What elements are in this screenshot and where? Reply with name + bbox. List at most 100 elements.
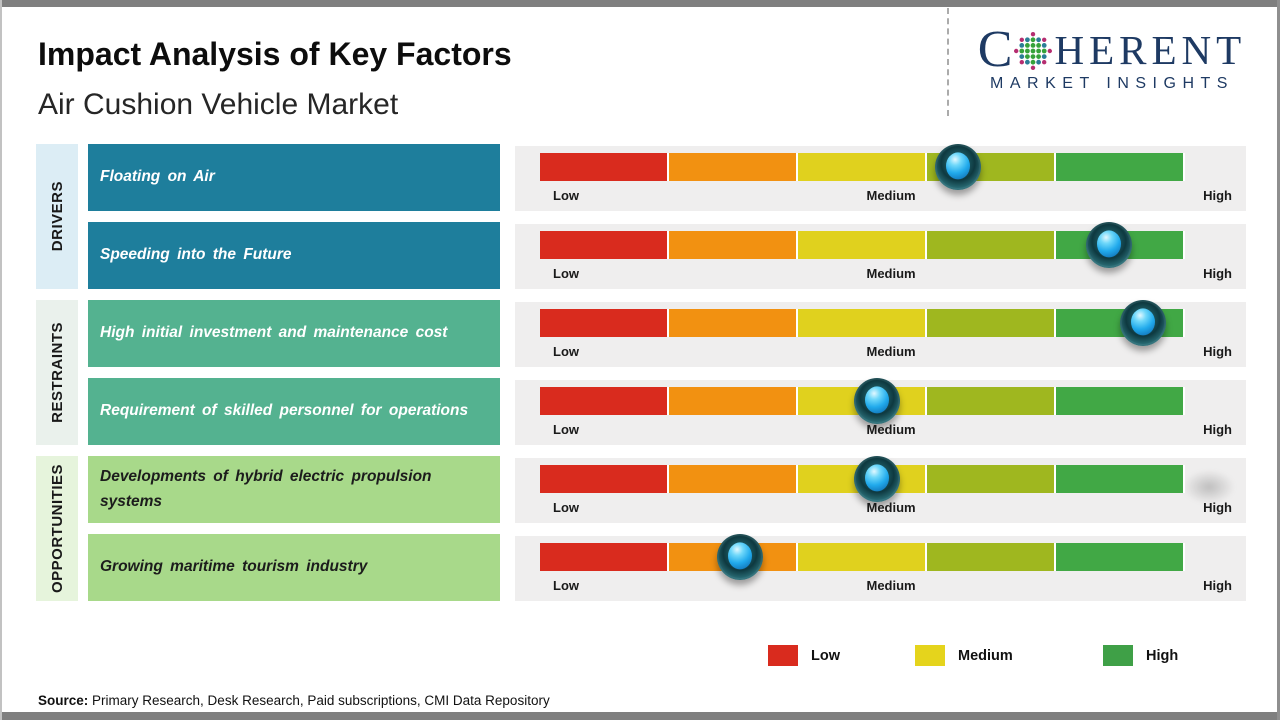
scale-label-high: High — [1203, 266, 1232, 281]
impact-track — [540, 378, 1185, 424]
bar-end-shadow — [1183, 470, 1235, 504]
impact-marker — [1085, 222, 1132, 268]
track-segment-med-high — [927, 231, 1056, 259]
scale-labels: Low Medium High — [553, 422, 1232, 437]
scale-labels: Low Medium High — [553, 500, 1232, 515]
coherent-globe-icon — [1014, 32, 1053, 70]
track-segment-med-high — [927, 543, 1056, 571]
scale-label-medium: Medium — [866, 500, 916, 515]
factor-text: Speeding into the Future — [100, 246, 292, 264]
track-segment-med-high — [927, 465, 1056, 493]
category-strip-restraints: RESTRAINTS — [36, 300, 78, 445]
factor-text: Growing maritime tourism industry — [100, 558, 368, 576]
factor-box-floating-on-air: Floating on Air — [88, 144, 500, 211]
impact-row: Low Medium High — [515, 300, 1246, 367]
impact-marker — [716, 534, 763, 580]
factor-box-speeding-into-future: Speeding into the Future — [88, 222, 500, 289]
impact-marker-core — [864, 386, 889, 414]
track-segment-med-high — [927, 387, 1056, 415]
scale-label-low: Low — [553, 578, 579, 593]
scale-label-low: Low — [553, 422, 579, 437]
legend-swatch-low — [768, 645, 798, 666]
frame-left-border — [0, 0, 2, 720]
track-segment-high — [1056, 387, 1185, 415]
frame-top-bar — [0, 0, 1280, 7]
track-segment-low-med — [669, 231, 798, 259]
impact-marker-core — [945, 152, 970, 180]
scale-label-high: High — [1203, 422, 1232, 437]
track-segment-low — [540, 231, 669, 259]
scale-label-low: Low — [553, 344, 579, 359]
track-segment-low-med — [669, 387, 798, 415]
impact-track — [540, 456, 1185, 502]
source-note: Source: Primary Research, Desk Research,… — [38, 693, 550, 708]
brand-logo: C HERENT MARKET INSIGHTS — [962, 21, 1262, 93]
track-segment-low — [540, 465, 669, 493]
track-segment-med-high — [927, 309, 1056, 337]
impact-marker — [853, 378, 900, 424]
track-segment-medium — [798, 153, 927, 181]
brand-letters-herent: HERENT — [1054, 27, 1247, 73]
legend-swatch-medium — [915, 645, 945, 666]
track-segment-high — [1056, 543, 1185, 571]
factor-box-maritime-tourism: Growing maritime tourism industry — [88, 534, 500, 601]
impact-row: Low Medium High — [515, 144, 1246, 211]
impact-marker-core — [727, 542, 752, 570]
legend-item-high: High — [1103, 645, 1178, 666]
category-label-restraints: RESTRAINTS — [48, 322, 66, 423]
legend-label-high: High — [1146, 647, 1179, 664]
track-segment-low — [540, 309, 669, 337]
frame-right-border — [1277, 0, 1280, 720]
factor-text: Developments of hybrid electric propulsi… — [100, 468, 432, 510]
factor-box-high-initial-investment: High initial investment and maintenance … — [88, 300, 500, 367]
brand-letter-c: C — [977, 21, 1013, 78]
page-subtitle: Air Cushion Vehicle Market — [38, 88, 399, 121]
scale-labels: Low Medium High — [553, 344, 1232, 359]
impact-row: Low Medium High — [515, 534, 1246, 601]
legend-label-low: Low — [811, 647, 840, 664]
category-label-drivers: DRIVERS — [48, 181, 66, 252]
factor-text: Floating on Air — [100, 168, 215, 186]
impact-marker — [934, 144, 981, 190]
impact-marker — [1120, 300, 1167, 346]
legend-item-low: Low — [768, 645, 840, 666]
track-segment-low — [540, 387, 669, 415]
header-dashed-divider — [947, 8, 949, 116]
factor-box-hybrid-electric-propulsion: Developments of hybrid electric propulsi… — [88, 456, 500, 523]
scale-label-medium: Medium — [866, 188, 916, 203]
legend-label-medium: Medium — [958, 647, 1013, 664]
impact-track — [540, 222, 1185, 268]
scale-labels: Low Medium High — [553, 578, 1232, 593]
track-segment-low — [540, 153, 669, 181]
track-segment-low-med — [669, 153, 798, 181]
scale-label-medium: Medium — [866, 578, 916, 593]
source-label: Source: — [38, 693, 89, 708]
category-strip-opportunities: OPPORTUNITIES — [36, 456, 78, 601]
factor-box-skilled-personnel: Requirement of skilled personnel for ope… — [88, 378, 500, 445]
impact-marker-core — [1131, 308, 1156, 336]
scale-label-medium: Medium — [866, 422, 916, 437]
track-segment-high — [1056, 153, 1185, 181]
scale-label-low: Low — [553, 266, 579, 281]
legend-swatch-high — [1103, 645, 1133, 666]
impact-track — [540, 300, 1185, 346]
scale-label-medium: Medium — [866, 266, 916, 281]
impact-row: Low Medium High — [515, 222, 1246, 289]
impact-row: Low Medium High — [515, 456, 1246, 523]
scale-label-high: High — [1203, 578, 1232, 593]
track-segment-high — [1056, 465, 1185, 493]
frame-bottom-bar — [0, 712, 1280, 720]
category-strip-drivers: DRIVERS — [36, 144, 78, 289]
track-segment-medium — [798, 543, 927, 571]
impact-marker-core — [864, 464, 889, 492]
scale-labels: Low Medium High — [553, 266, 1232, 281]
track-segment-medium — [798, 309, 927, 337]
source-text: Primary Research, Desk Research, Paid su… — [92, 693, 550, 708]
impact-marker — [853, 456, 900, 502]
category-label-opportunities: OPPORTUNITIES — [48, 463, 66, 593]
brand-tagline: MARKET INSIGHTS — [990, 75, 1234, 92]
legend-item-medium: Medium — [915, 645, 1013, 666]
scale-label-medium: Medium — [866, 344, 916, 359]
scale-label-high: High — [1203, 344, 1232, 359]
